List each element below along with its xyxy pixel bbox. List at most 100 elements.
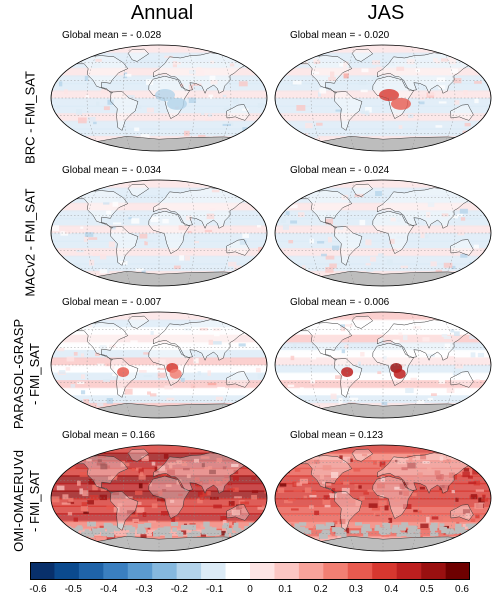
field-patch — [426, 353, 435, 357]
field-patch — [341, 349, 346, 354]
field-patch — [454, 100, 460, 105]
field-patch — [135, 490, 143, 495]
field-patch — [213, 504, 222, 509]
field-patch — [381, 401, 388, 406]
field-patch — [160, 474, 167, 477]
field-patch — [113, 506, 120, 513]
field-patch — [103, 378, 110, 382]
field-patch — [289, 523, 294, 527]
missing-data — [257, 521, 264, 525]
missing-data — [441, 528, 449, 534]
missing-data — [256, 532, 262, 537]
field-patch — [434, 534, 441, 539]
field-patch — [444, 343, 450, 349]
global-mean-brc-jas: Global mean = - 0.020 — [290, 30, 390, 41]
field-patch — [161, 489, 167, 492]
field-band — [51, 505, 267, 515]
field-patch — [151, 461, 156, 466]
field-band — [275, 248, 491, 258]
field-patch — [422, 337, 430, 342]
field-patch — [446, 387, 455, 393]
field-patch — [325, 534, 332, 538]
continent-outline — [67, 55, 129, 94]
field-patch — [209, 207, 216, 212]
field-patch — [454, 376, 464, 379]
field-patch — [420, 523, 429, 529]
field-patch — [400, 265, 408, 269]
field-band — [51, 60, 267, 70]
missing-data — [466, 532, 474, 538]
global-mean-macv2-jas: Global mean = - 0.024 — [290, 165, 390, 176]
field-patch — [439, 331, 446, 334]
field-patch — [365, 239, 372, 246]
field-patch — [84, 232, 94, 237]
missing-data — [141, 529, 147, 533]
field-patch — [76, 381, 85, 385]
field-patch — [181, 461, 188, 467]
field-patch — [227, 488, 235, 491]
continent-outline — [67, 322, 129, 361]
missing-data — [63, 527, 73, 532]
field-patch — [438, 379, 445, 384]
field-patch — [210, 60, 215, 64]
field-patch — [64, 89, 68, 95]
field-patch — [200, 491, 208, 497]
continent-outline — [450, 104, 474, 121]
column-title-jas: JAS — [367, 2, 405, 24]
field-patch — [324, 483, 332, 486]
field-patch — [441, 487, 447, 494]
field-patch — [70, 466, 76, 471]
missing-data — [332, 527, 341, 532]
field-patch — [178, 225, 188, 231]
field-patch — [145, 79, 154, 85]
field-patch — [381, 464, 386, 470]
field-patch — [337, 534, 343, 538]
field-patch — [147, 520, 157, 523]
field-patch — [339, 63, 345, 67]
field-patch — [401, 467, 408, 471]
field-patch — [481, 497, 489, 502]
field-patch — [448, 472, 455, 478]
field-patch — [106, 397, 113, 404]
missing-data — [382, 522, 390, 527]
field-patch — [173, 265, 181, 270]
field-patch — [157, 372, 166, 378]
field-patch — [176, 460, 182, 465]
field-patch — [232, 487, 239, 492]
graticule-meridian — [438, 45, 456, 151]
graticule-meridian — [86, 312, 104, 418]
field-patch — [147, 391, 151, 395]
missing-data — [455, 523, 462, 528]
missing-data — [385, 529, 390, 535]
field-patch — [310, 379, 316, 384]
missing-data — [481, 530, 490, 535]
field-patch — [471, 462, 477, 468]
graticule-meridian — [410, 312, 420, 418]
field-patch — [56, 104, 60, 109]
missing-data — [289, 529, 296, 534]
field-patch — [334, 477, 341, 484]
graticule-meridian — [214, 45, 232, 151]
field-patch — [122, 462, 130, 467]
field-patch — [251, 259, 257, 263]
field-patch — [304, 487, 312, 493]
field-patch — [215, 396, 224, 401]
field-patch — [445, 356, 455, 361]
field-patch — [447, 484, 453, 489]
field-patch — [442, 460, 450, 464]
field-patch — [130, 513, 138, 518]
field-patch — [403, 482, 409, 486]
field-band — [51, 460, 267, 470]
row-label-text: MACv2 - FMI_SAT — [22, 188, 38, 297]
field-patch — [178, 493, 183, 497]
field-patch — [149, 393, 157, 397]
field-patch — [240, 501, 250, 505]
field-patch — [254, 195, 260, 199]
field-patch — [361, 453, 368, 457]
field-band — [275, 327, 491, 337]
field-patch — [335, 109, 343, 112]
field-patch — [350, 469, 354, 474]
continent-outline — [450, 371, 474, 388]
field-patch — [262, 515, 267, 522]
missing-data — [172, 527, 177, 532]
